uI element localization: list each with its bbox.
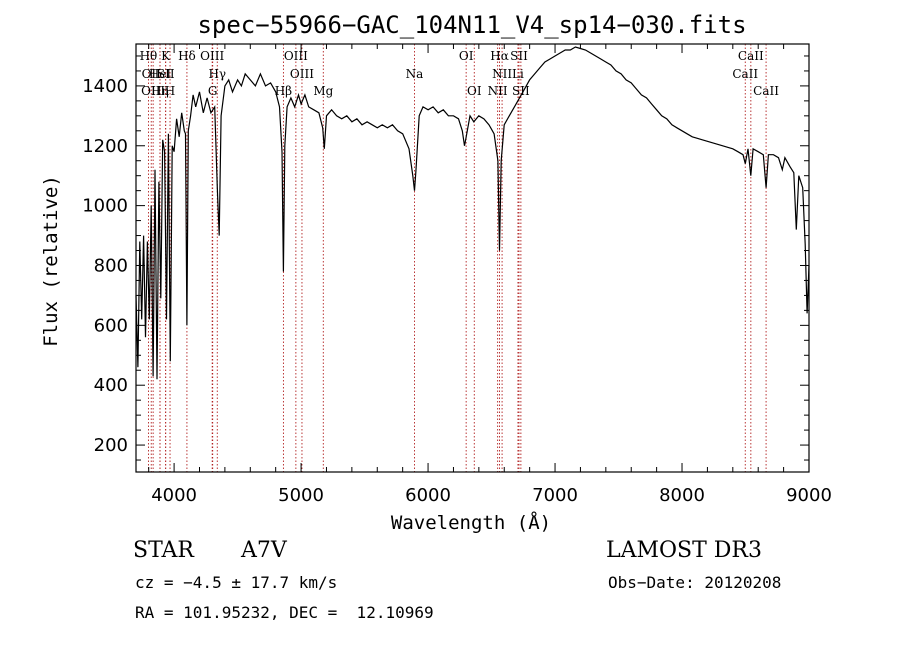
- y-tick-label: 200: [94, 435, 128, 456]
- y-tick-label: 400: [94, 375, 128, 396]
- spectral-subclass: A7V: [241, 538, 287, 563]
- x-tick-label: 7000: [532, 485, 578, 506]
- spectral-line-label: HeI: [149, 67, 172, 81]
- observation-date: Obs−Date: 20120208: [608, 573, 782, 592]
- spectral-line-label: Hθ: [140, 49, 158, 63]
- spectral-line-label: Hα: [490, 49, 509, 63]
- plot-frame: [135, 43, 810, 473]
- spectral-line-label: OIII: [141, 84, 165, 98]
- sky-coordinates: RA = 101.95232, DEC = 12.10969: [135, 603, 434, 622]
- x-tick-label: 5000: [278, 485, 324, 506]
- spectral-line-label: OI: [467, 84, 482, 98]
- spectrum-series-line: [135, 46, 810, 380]
- spectral-line-label: OIII: [290, 67, 314, 81]
- spectral-line-label: CaII: [732, 67, 758, 81]
- spectral-line-labels: Hθ OII OIII HeI K SII HηH Hδ OIII Hγ G OIII OIII Hβ Mg…: [140, 49, 780, 98]
- spectral-line-label: CaII: [753, 84, 779, 98]
- y-tick-label: 1200: [82, 136, 128, 157]
- x-tick-label: 9000: [786, 485, 832, 506]
- x-axis-label: Wavelength (Å): [391, 511, 551, 534]
- spectral-line-label: Li: [512, 67, 524, 81]
- spectral-line-label: OIII: [200, 49, 224, 63]
- y-axis-ticks: 200 400 600 800 1000 1200 1400: [82, 55, 809, 461]
- x-tick-label: 8000: [659, 485, 705, 506]
- spectral-line-label: H: [165, 84, 175, 98]
- chart-title: spec−55966−GAC_104N11_V4_sp14−030.fits: [197, 11, 746, 39]
- spectral-line-label: Hη: [151, 84, 169, 98]
- spectral-line-label: Mg: [313, 84, 333, 98]
- spectral-line-label: OII: [142, 67, 162, 81]
- spectral-line-label: Hγ: [208, 67, 226, 81]
- spectral-line-label: G: [208, 84, 218, 98]
- y-tick-label: 800: [94, 255, 128, 276]
- redshift-velocity: cz = −4.5 ± 17.7 km/s: [135, 573, 338, 592]
- survey-name: LAMOST DR3: [606, 538, 762, 563]
- y-tick-label: 600: [94, 315, 128, 336]
- x-tick-label: 4000: [151, 485, 197, 506]
- spectral-line-label: SII: [157, 67, 175, 81]
- spectral-line-label: SII: [510, 49, 528, 63]
- spectral-line-label: OI: [459, 49, 474, 63]
- spectral-line-label: OIII: [284, 49, 308, 63]
- spectral-line-label: Hβ: [275, 84, 292, 98]
- spectral-line-label: Hδ: [178, 49, 196, 63]
- spectral-line-markers: [147, 44, 767, 472]
- spectral-line-label: NII: [488, 84, 508, 98]
- spectral-line-label: K: [161, 49, 171, 63]
- object-class: STAR: [133, 538, 194, 563]
- y-tick-label: 1000: [82, 196, 128, 217]
- spectral-line-label: CaII: [738, 49, 764, 63]
- spectral-line-label: Na: [406, 67, 424, 81]
- x-tick-label: 6000: [405, 485, 451, 506]
- x-axis-ticks: 4000 5000 6000 7000 8000 9000: [148, 44, 832, 506]
- y-axis-label: Flux (relative): [40, 175, 62, 347]
- spectral-line-label: NII: [492, 67, 512, 81]
- y-tick-label: 1400: [82, 76, 128, 97]
